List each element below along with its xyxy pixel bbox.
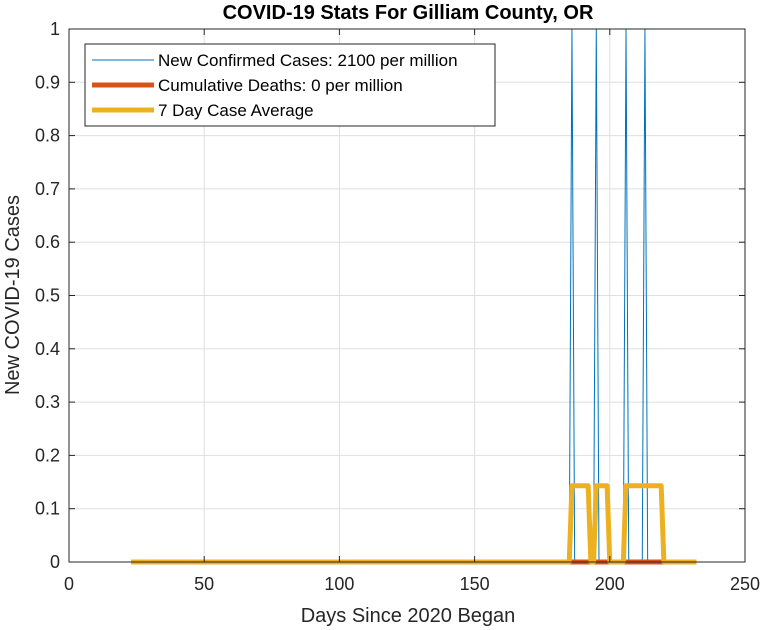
x-tick-label: 250 (730, 574, 760, 594)
y-tick-label: 0.5 (35, 286, 60, 306)
y-tick-label: 0.6 (35, 232, 60, 252)
y-tick-label: 0.9 (35, 72, 60, 92)
y-tick-label: 0.3 (35, 392, 60, 412)
legend: New Confirmed Cases: 2100 per million Cu… (84, 43, 496, 127)
x-tick-label: 200 (595, 574, 625, 594)
y-tick-label: 0 (50, 552, 60, 572)
legend-label-deaths: Cumulative Deaths: 0 per million (158, 76, 403, 95)
y-tick-label: 0.1 (35, 499, 60, 519)
chart-title: COVID-19 Stats For Gilliam County, OR (223, 2, 594, 24)
ticks: 0 50 100 150 200 250 0 0.1 0.2 0.3 0.4 0.5 0.6 0.7 0.8… (35, 19, 760, 594)
y-tick-label: 0.8 (35, 126, 60, 146)
x-tick-label: 0 (64, 574, 74, 594)
y-tick-label: 0.7 (35, 179, 60, 199)
legend-label-average: 7 Day Case Average (158, 101, 314, 120)
y-tick-label: 1 (50, 19, 60, 39)
x-tick-label: 100 (324, 574, 354, 594)
x-axis-label: Days Since 2020 Began (301, 605, 516, 627)
y-tick-label: 0.2 (35, 445, 60, 465)
x-tick-label: 150 (460, 574, 490, 594)
y-tick-label: 0.4 (35, 339, 60, 359)
x-tick-label: 50 (194, 574, 214, 594)
y-axis-label: New COVID-19 Cases (2, 195, 24, 395)
series-line-average (131, 483, 697, 565)
legend-label-new-cases: New Confirmed Cases: 2100 per million (158, 51, 458, 70)
